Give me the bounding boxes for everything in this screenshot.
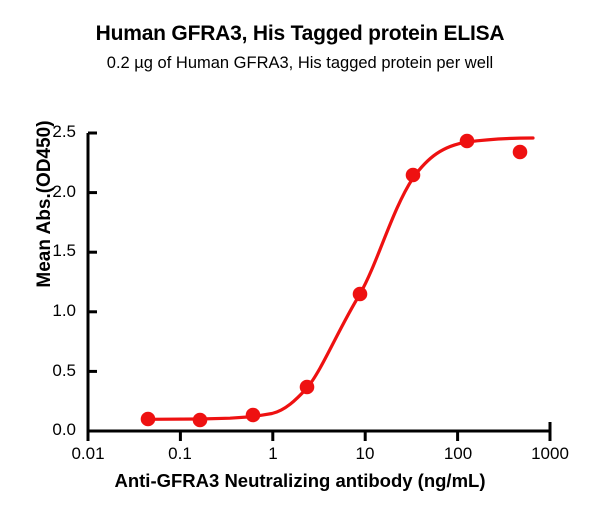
- axis-lines: [86, 131, 552, 433]
- data-point: [352, 286, 368, 302]
- y-tick-label-0-0: 0.0: [52, 420, 76, 439]
- data-point: [405, 167, 421, 183]
- x-tick-label-1: 1: [268, 444, 278, 463]
- chart-title: Human GFRA3, His Tagged protein ELISA: [95, 22, 505, 45]
- x-tick-label-0-1: 0.1: [168, 444, 192, 463]
- data-point: [140, 411, 156, 427]
- chart-subtitle: 0.2 µg of Human GFRA3, His tagged protei…: [106, 54, 494, 72]
- x-tick-label-10: 10: [355, 444, 375, 463]
- data-point: [245, 407, 261, 423]
- fit-curve: [146, 136, 535, 421]
- x-tick-label-1000: 1000: [531, 444, 569, 463]
- y-tick-label-2-0: 2.0: [52, 182, 76, 201]
- data-point: [459, 133, 475, 149]
- x-axis-title: Anti-GFRA3 Neutralizing antibody (ng/mL): [114, 470, 486, 491]
- data-point: [512, 144, 528, 160]
- data-point: [192, 412, 208, 428]
- y-tick-label-1-5: 1.5: [52, 241, 76, 260]
- y-tick-label-0-5: 0.5: [52, 361, 76, 380]
- x-tick-label-0-01: 0.01: [71, 444, 105, 463]
- data-point: [299, 379, 315, 395]
- y-tick-label-1-0: 1.0: [52, 301, 76, 320]
- x-tick-label-100: 100: [443, 444, 473, 463]
- y-tick-label-2-5: 2.5: [52, 122, 76, 141]
- y-axis-title: Mean Abs.(OD450): [34, 120, 55, 288]
- data-point-markers: [140, 133, 528, 428]
- x-axis-ticks: [86, 431, 552, 441]
